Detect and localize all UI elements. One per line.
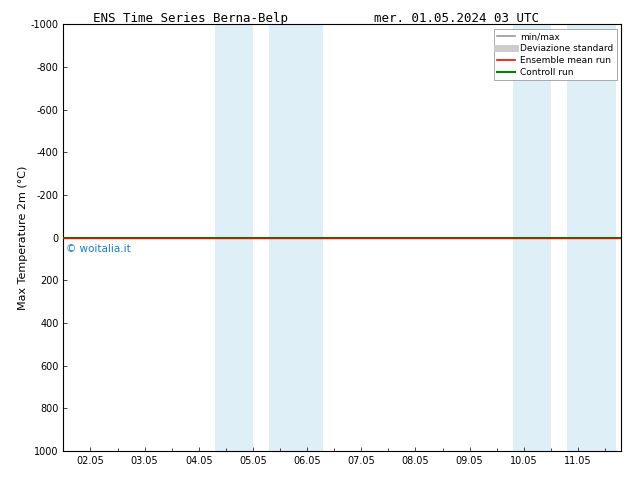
Text: ENS Time Series Berna-Belp: ENS Time Series Berna-Belp — [93, 12, 288, 25]
Y-axis label: Max Temperature 2m (°C): Max Temperature 2m (°C) — [18, 166, 28, 310]
Legend: min/max, Deviazione standard, Ensemble mean run, Controll run: min/max, Deviazione standard, Ensemble m… — [494, 29, 617, 80]
Bar — [269, 24, 323, 451]
Text: mer. 01.05.2024 03 UTC: mer. 01.05.2024 03 UTC — [374, 12, 539, 25]
Bar — [513, 24, 551, 451]
Bar — [215, 24, 253, 451]
Bar — [567, 24, 616, 451]
Text: © woitalia.it: © woitalia.it — [66, 244, 131, 254]
